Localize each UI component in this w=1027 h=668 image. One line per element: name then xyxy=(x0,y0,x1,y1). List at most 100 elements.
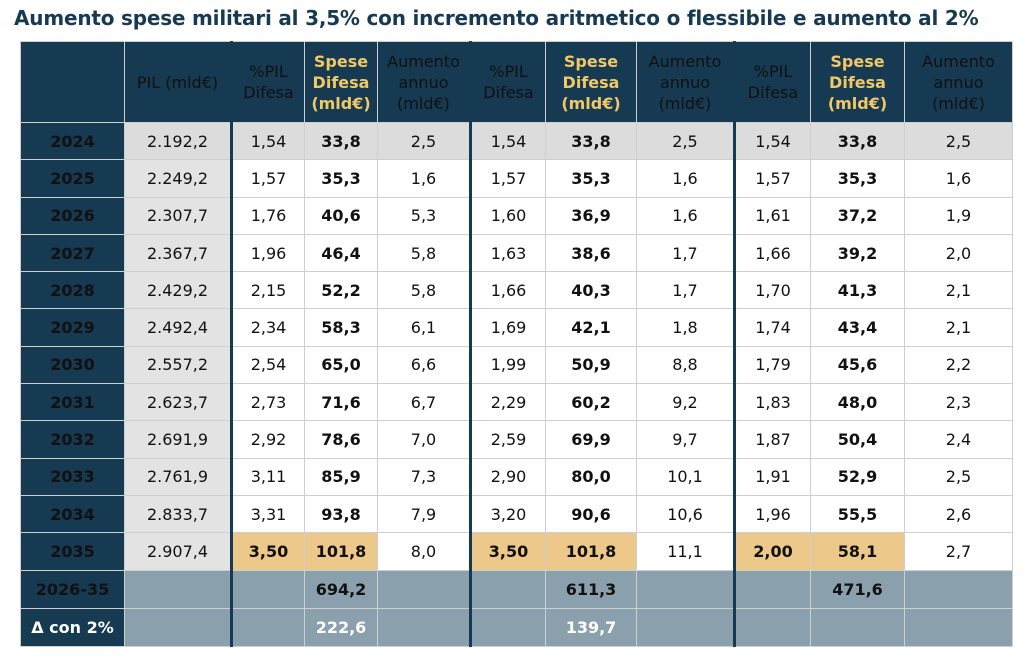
row-spese-a: 40,6 xyxy=(304,196,378,235)
table-row: 2025 2.249,2 1,57 35,3 1,6 1,57 35,3 1,6 1,57 35,… xyxy=(20,159,1013,198)
row-pct-b: 1,63 xyxy=(469,233,546,273)
row-spese-b: 50,9 xyxy=(545,345,637,385)
row-pct-a: 1,96 xyxy=(230,233,305,273)
table-row: 2029 2.492,4 2,34 58,3 6,1 1,69 42,1 1,8 1,74 43,… xyxy=(20,308,1013,347)
row-pct-c: 1,87 xyxy=(733,420,811,459)
diff-empty-a2 xyxy=(377,607,471,647)
row-year: 2024 xyxy=(20,121,125,161)
row-spese-a: 33,8 xyxy=(304,121,378,161)
table-row: 2031 2.623,7 2,73 71,6 6,7 2,29 60,2 9,2 1,83 48,… xyxy=(20,383,1013,422)
row-pil: 2.623,7 xyxy=(124,383,232,422)
row-aumento-b: 11,1 xyxy=(636,532,735,571)
row-aumento-c: 2,1 xyxy=(904,308,1013,347)
total-empty-b2 xyxy=(636,569,735,609)
header-spese-c: Spese Difesa (mld€) xyxy=(810,41,905,123)
row-year: 2035 xyxy=(20,532,125,571)
row-spese-c: 52,9 xyxy=(810,457,905,496)
table-row: 2033 2.761,9 3,11 85,9 7,3 2,90 80,0 10,1 1,91 52… xyxy=(20,457,1013,496)
row-aumento-c: 1,6 xyxy=(904,159,1013,198)
row-pct-c: 1,91 xyxy=(733,457,811,496)
row-spese-a: 71,6 xyxy=(304,383,378,422)
row-spese-b: 101,8 xyxy=(545,532,637,571)
defense-spending-table: PIL (mld€) %PIL Difesa Spese Difesa (mld… xyxy=(20,41,1013,647)
row-spese-c: 50,4 xyxy=(810,420,905,459)
table-row: 2028 2.429,2 2,15 52,2 5,8 1,66 40,3 1,7 1,70 41,… xyxy=(20,271,1013,310)
row-pct-c: 1,74 xyxy=(733,308,811,347)
row-aumento-c: 2,1 xyxy=(904,271,1013,310)
row-year: 2029 xyxy=(20,308,125,347)
row-year: 2033 xyxy=(20,457,125,496)
row-spese-c: 39,2 xyxy=(810,233,905,273)
row-spese-c: 35,3 xyxy=(810,159,905,198)
row-year: 2027 xyxy=(20,233,125,273)
row-aumento-b: 1,7 xyxy=(636,271,735,310)
row-pct-b: 3,50 xyxy=(469,532,546,571)
total-label: 2026-35 xyxy=(20,569,125,609)
total-row: 2026-35 694,2 611,3 471,6 xyxy=(20,569,1013,609)
header-row: PIL (mld€) %PIL Difesa Spese Difesa (mld… xyxy=(20,41,1013,123)
row-aumento-b: 1,6 xyxy=(636,196,735,235)
header-aumento-c: Aumento annuo (mld€) xyxy=(904,41,1013,123)
row-pil: 2.907,4 xyxy=(124,532,232,571)
row-aumento-b: 10,1 xyxy=(636,457,735,496)
row-aumento-b: 1,8 xyxy=(636,308,735,347)
table-row: 2032 2.691,9 2,92 78,6 7,0 2,59 69,9 9,7 1,87 50,… xyxy=(20,420,1013,459)
row-pct-c: 1,83 xyxy=(733,383,811,422)
row-aumento-c: 2,5 xyxy=(904,457,1013,496)
row-pct-a: 2,73 xyxy=(230,383,305,422)
total-empty-c1 xyxy=(733,569,811,609)
diff-empty-b1 xyxy=(469,607,546,647)
row-spese-b: 80,0 xyxy=(545,457,637,496)
total-a: 694,2 xyxy=(304,569,378,609)
header-pil: PIL (mld€) xyxy=(124,41,232,123)
diff-label: Δ con 2% xyxy=(20,607,125,647)
total-c: 471,6 xyxy=(810,569,905,609)
row-spese-c: 33,8 xyxy=(810,121,905,161)
row-aumento-a: 6,7 xyxy=(377,383,471,422)
row-pct-b: 3,20 xyxy=(469,494,546,534)
header-pct-b: %PIL Difesa xyxy=(469,41,546,123)
row-aumento-a: 5,8 xyxy=(377,233,471,273)
row-spese-a: 46,4 xyxy=(304,233,378,273)
row-spese-b: 33,8 xyxy=(545,121,637,161)
row-pct-a: 3,11 xyxy=(230,457,305,496)
row-pct-b: 1,69 xyxy=(469,308,546,347)
row-aumento-b: 9,7 xyxy=(636,420,735,459)
total-empty-a2 xyxy=(377,569,471,609)
page-title: Aumento spese militari al 3,5% con incre… xyxy=(14,6,979,30)
row-year: 2026 xyxy=(20,196,125,235)
diff-b: 139,7 xyxy=(545,607,637,647)
row-year: 2032 xyxy=(20,420,125,459)
row-aumento-a: 6,6 xyxy=(377,345,471,385)
row-spese-a: 52,2 xyxy=(304,271,378,310)
row-year: 2031 xyxy=(20,383,125,422)
row-pct-b: 1,57 xyxy=(469,159,546,198)
row-spese-b: 36,9 xyxy=(545,196,637,235)
diff-row: Δ con 2% 222,6 139,7 xyxy=(20,607,1013,647)
row-pct-b: 1,54 xyxy=(469,121,546,161)
table-row: 2027 2.367,7 1,96 46,4 5,8 1,63 38,6 1,7 1,66 39,… xyxy=(20,233,1013,273)
row-spese-a: 35,3 xyxy=(304,159,378,198)
row-spese-c: 37,2 xyxy=(810,196,905,235)
header-year xyxy=(20,41,125,123)
row-pct-a: 2,92 xyxy=(230,420,305,459)
row-year: 2028 xyxy=(20,271,125,310)
row-pil: 2.367,7 xyxy=(124,233,232,273)
row-aumento-a: 6,1 xyxy=(377,308,471,347)
row-pil: 2.492,4 xyxy=(124,308,232,347)
total-b: 611,3 xyxy=(545,569,637,609)
row-pct-c: 1,96 xyxy=(733,494,811,534)
row-spese-a: 78,6 xyxy=(304,420,378,459)
row-pct-a: 1,76 xyxy=(230,196,305,235)
table-row: 2034 2.833,7 3,31 93,8 7,9 3,20 90,6 10,6 1,96 55… xyxy=(20,494,1013,534)
row-pil: 2.833,7 xyxy=(124,494,232,534)
row-pct-c: 1,61 xyxy=(733,196,811,235)
row-spese-a: 65,0 xyxy=(304,345,378,385)
row-spese-c: 58,1 xyxy=(810,532,905,571)
header-pct-c: %PIL Difesa xyxy=(733,41,811,123)
row-spese-c: 55,5 xyxy=(810,494,905,534)
diff-a: 222,6 xyxy=(304,607,378,647)
row-spese-c: 41,3 xyxy=(810,271,905,310)
row-aumento-b: 9,2 xyxy=(636,383,735,422)
header-spese-a: Spese Difesa (mld€) xyxy=(304,41,378,123)
